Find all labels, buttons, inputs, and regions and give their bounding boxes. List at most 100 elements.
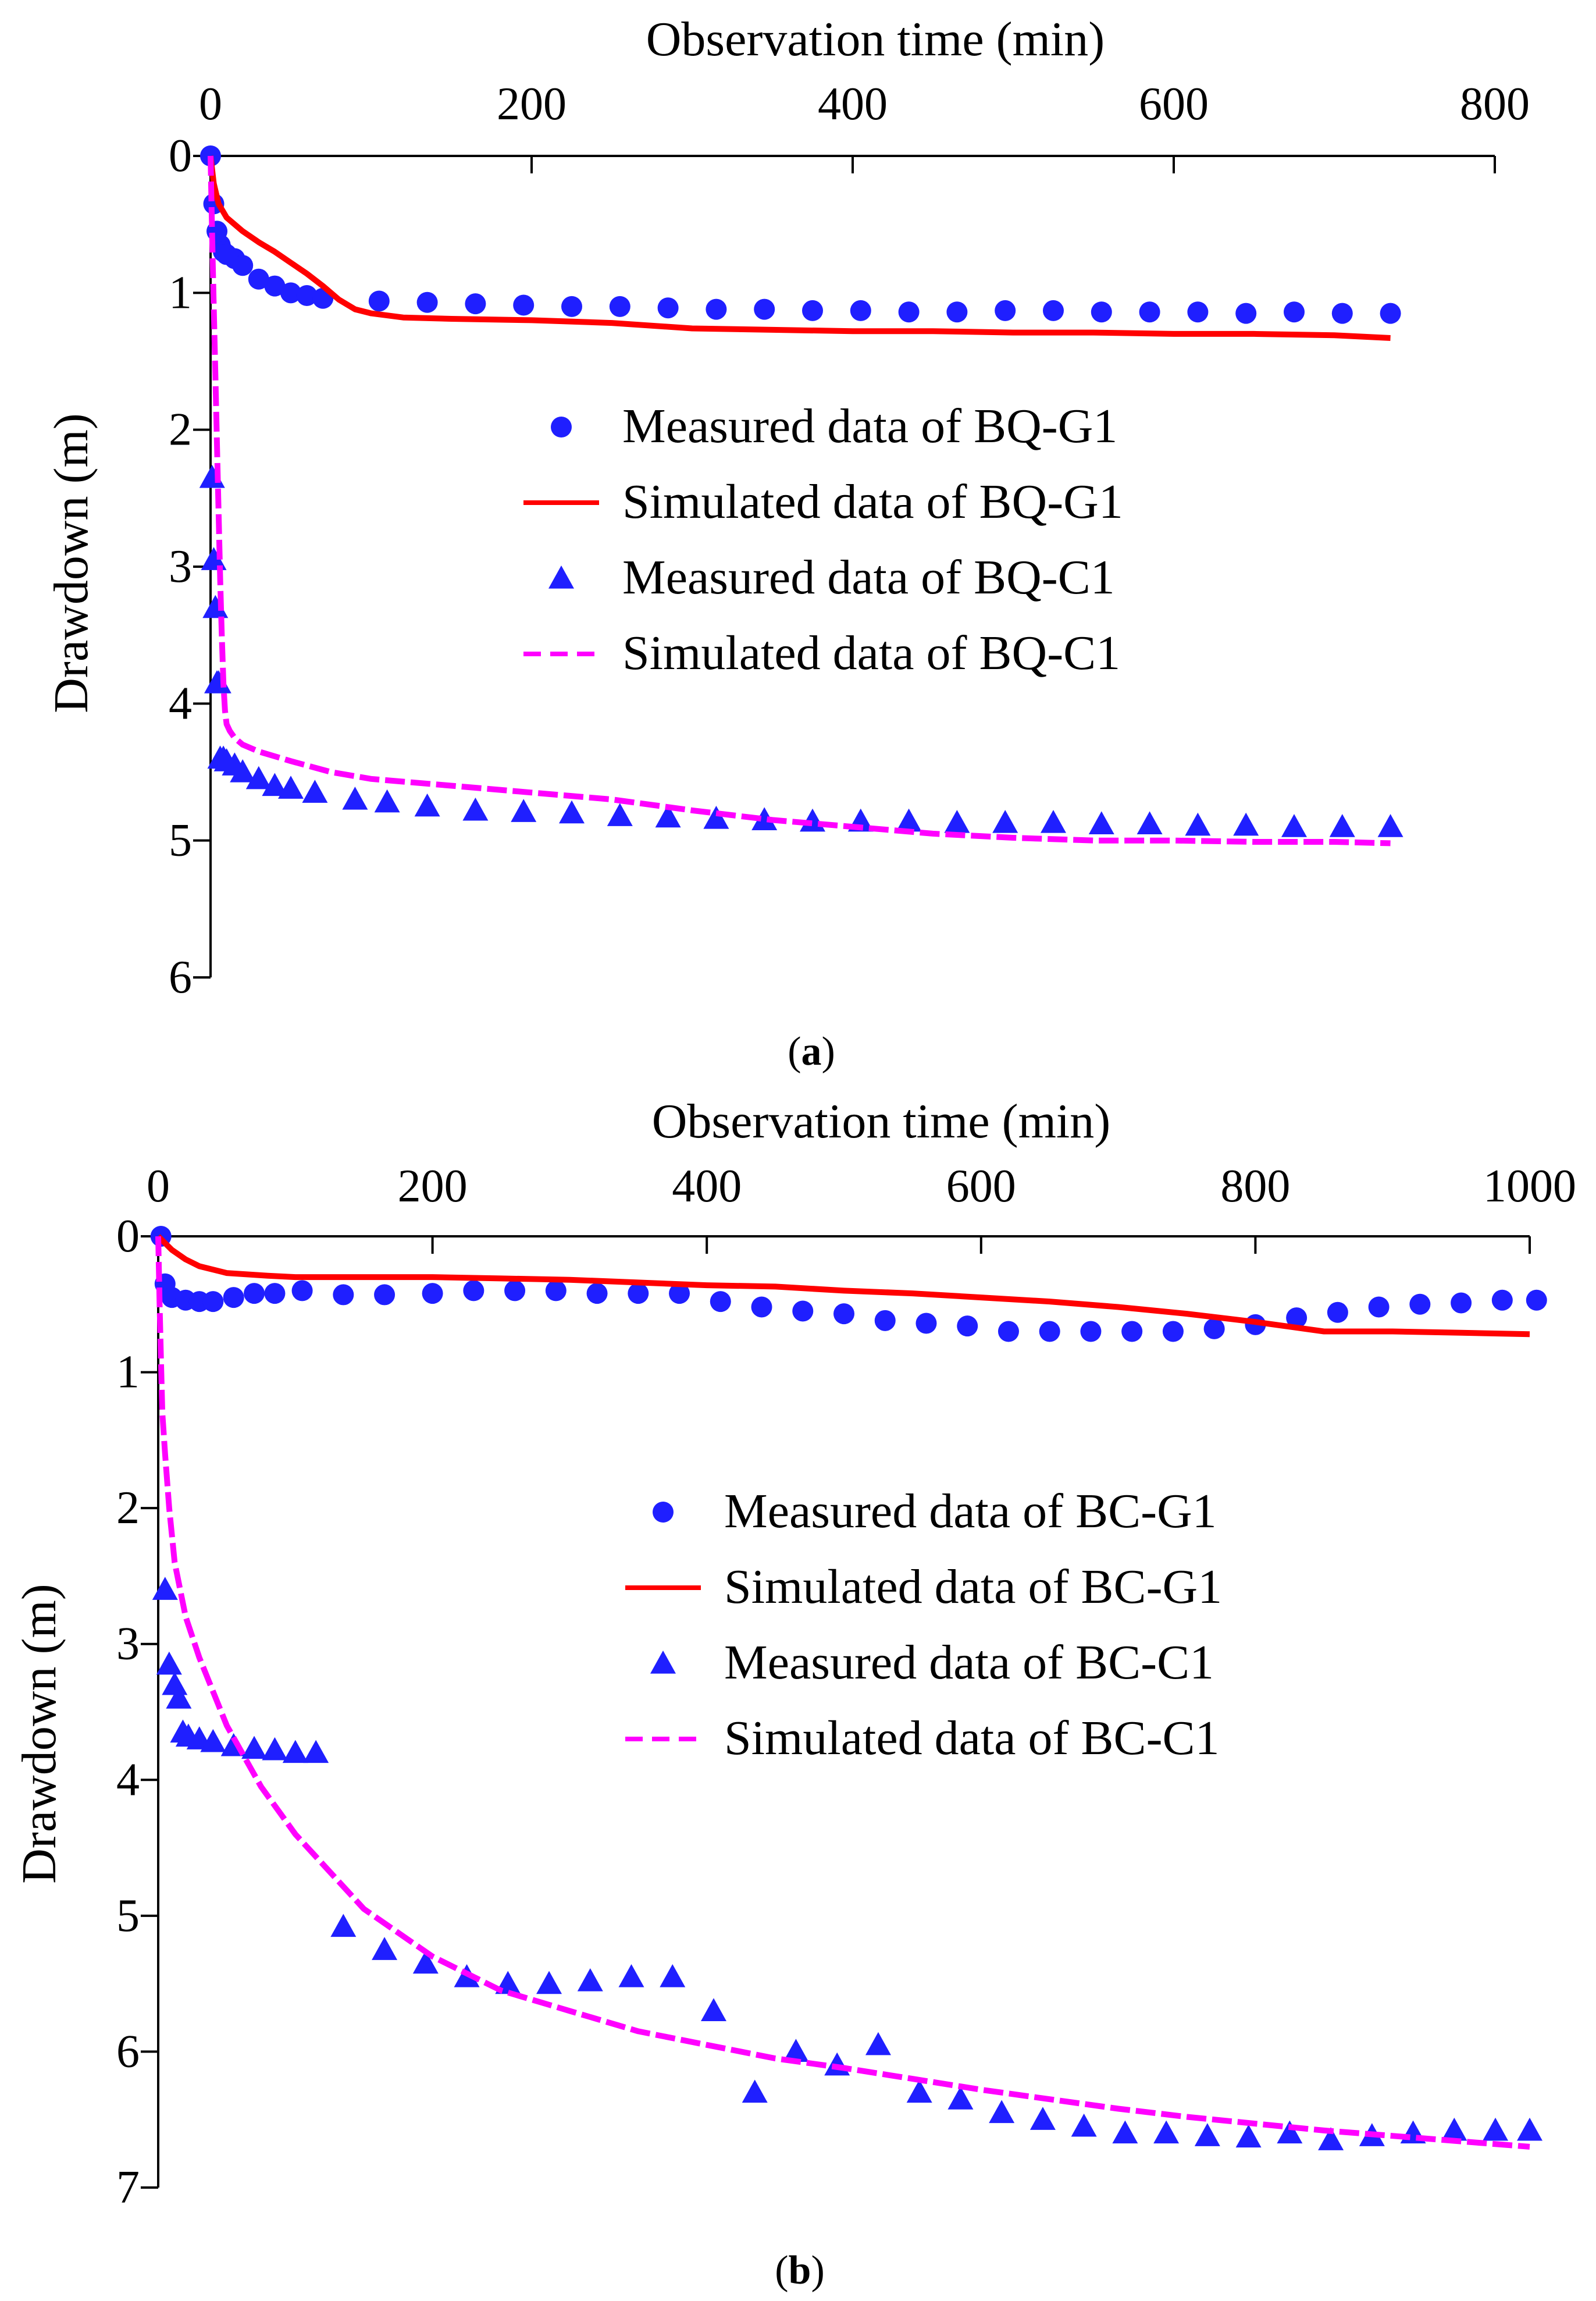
series-line (155, 1236, 1530, 2150)
data-point (944, 810, 970, 833)
data-point (1091, 301, 1112, 323)
data-point (657, 297, 679, 319)
data-point (742, 2079, 768, 2103)
series-measured-data-of-bq-c1 (199, 465, 1403, 837)
chart-a-legend: Measured data of BQ-G1 Simulated data of … (523, 399, 1123, 680)
data-point (710, 1291, 731, 1313)
data-point (166, 1685, 192, 1709)
data-point (1409, 1293, 1431, 1315)
chart-b-ylabel: Drawdown (m) (12, 1584, 66, 1884)
x-tick-label: 0 (199, 79, 222, 130)
data-point (199, 465, 225, 488)
x-tick-label: 1000 (1483, 1161, 1576, 1212)
data-point (205, 670, 231, 693)
data-point (244, 1283, 265, 1304)
legend-item: Measured data of BC-G1 (653, 1484, 1217, 1538)
legend-label: Simulated data of BQ-G1 (622, 475, 1123, 529)
data-point (1331, 303, 1353, 324)
data-point (1137, 811, 1163, 835)
y-tick-label: 6 (169, 952, 192, 1003)
data-point (586, 1283, 608, 1304)
data-point (751, 807, 778, 830)
data-point (559, 800, 585, 824)
y-tick-label: 3 (169, 541, 192, 592)
legend-item: Simulated data of BQ-C1 (523, 626, 1120, 680)
data-point (1088, 811, 1114, 835)
data-point (1368, 1296, 1390, 1318)
series-line (208, 155, 1391, 341)
legend-item: Measured data of BQ-G1 (551, 399, 1117, 453)
data-point (1080, 1321, 1102, 1342)
data-point (946, 301, 968, 323)
data-point (202, 595, 229, 618)
legend-symbol (551, 417, 572, 438)
legend-item: Measured data of BC-C1 (650, 1635, 1214, 1690)
data-point (874, 1310, 896, 1331)
legend-symbol (650, 1651, 676, 1674)
data-point (422, 1283, 443, 1304)
data-point (202, 1291, 224, 1313)
chart-a-panel-label: (a) (788, 1029, 835, 1074)
data-point (1491, 1289, 1513, 1311)
data-point (1071, 2113, 1097, 2137)
chart-b-series (150, 1226, 1547, 2150)
data-point (282, 1740, 308, 1763)
data-point (342, 787, 368, 810)
legend-label: Simulated data of BC-C1 (724, 1711, 1220, 1765)
x-tick-label: 800 (1220, 1161, 1290, 1212)
data-point (1377, 814, 1403, 837)
data-point (330, 1914, 357, 1937)
chart-b-xlabel: Observation time (min) (652, 1094, 1110, 1148)
data-point (609, 296, 630, 317)
data-point (989, 2100, 1015, 2124)
data-point (280, 282, 301, 304)
data-point (1039, 1321, 1060, 1342)
data-point (1203, 1318, 1225, 1339)
data-point (865, 2032, 891, 2055)
y-tick-label: 4 (169, 678, 192, 729)
series-measured-data-of-bq-g1 (200, 145, 1401, 324)
data-point (1043, 300, 1064, 321)
data-point (248, 268, 269, 290)
legend-label: Measured data of BQ-G1 (622, 399, 1117, 453)
y-tick-label: 7 (116, 2162, 140, 2213)
data-point (1277, 2120, 1303, 2144)
data-point (1284, 301, 1305, 323)
data-point (850, 300, 871, 321)
y-tick-label: 1 (116, 1347, 140, 1398)
y-tick-label: 2 (169, 404, 192, 456)
data-point (1441, 2117, 1467, 2141)
data-point (374, 1284, 396, 1306)
chart-b-panel-label: (b) (775, 2248, 825, 2293)
data-point (368, 290, 390, 312)
data-point (1281, 814, 1307, 837)
data-point (1153, 2120, 1180, 2144)
data-point (896, 808, 922, 832)
data-point (1112, 2120, 1138, 2144)
data-point (1286, 1307, 1308, 1329)
series-simulated-data-of-bq-c1 (208, 155, 1391, 847)
series-line (208, 155, 1391, 847)
y-tick-label: 1 (169, 267, 192, 318)
data-point (1526, 1289, 1547, 1311)
chart-a-series (199, 145, 1403, 847)
data-point (232, 255, 254, 276)
legend-label: Measured data of BQ-C1 (622, 550, 1115, 604)
y-tick-label: 0 (169, 130, 192, 182)
data-point (200, 1729, 226, 1752)
data-point (1329, 814, 1355, 837)
data-point (296, 285, 318, 307)
data-point (504, 1280, 526, 1301)
x-tick-label: 600 (946, 1161, 1016, 1212)
y-tick-label: 2 (116, 1482, 140, 1534)
series-simulated-data-of-bq-g1 (208, 155, 1391, 341)
data-point (1327, 1301, 1348, 1323)
data-point (1451, 1292, 1472, 1314)
data-point (463, 1280, 484, 1301)
legend-item: Simulated data of BC-C1 (625, 1711, 1220, 1765)
chart-b-axes: 0 200 400 600 800 1000 0 1 2 3 4 5 6 7 (116, 1161, 1576, 2213)
x-tick-label: 200 (497, 79, 567, 130)
chart-a-xlabel: Observation time (min) (646, 12, 1105, 66)
series-simulated-data-of-bc-g1 (156, 1234, 1530, 1338)
data-point (561, 296, 582, 317)
